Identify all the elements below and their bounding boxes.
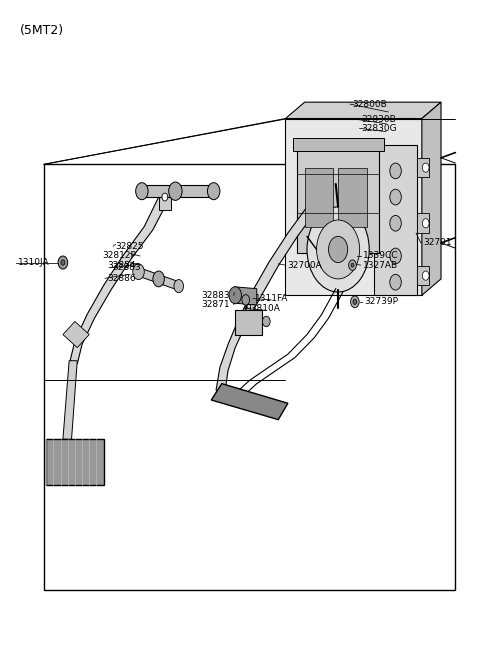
Circle shape [317, 220, 360, 279]
Text: 32854: 32854 [107, 260, 136, 270]
Text: 32830G: 32830G [361, 124, 397, 133]
Text: 32883: 32883 [113, 263, 141, 272]
Text: 32886: 32886 [107, 274, 135, 283]
Circle shape [390, 189, 401, 205]
Polygon shape [422, 102, 441, 295]
Polygon shape [211, 384, 288, 420]
Circle shape [229, 287, 241, 304]
Polygon shape [234, 287, 257, 305]
Text: (5MT2): (5MT2) [20, 24, 64, 37]
Circle shape [390, 274, 401, 290]
Polygon shape [46, 440, 104, 485]
Bar [298, 142, 379, 253]
Circle shape [58, 256, 68, 269]
Polygon shape [158, 187, 170, 210]
Polygon shape [140, 185, 216, 197]
Text: 32871: 32871 [201, 300, 229, 309]
Polygon shape [63, 321, 89, 348]
Circle shape [242, 295, 250, 305]
Bar [293, 138, 384, 152]
Polygon shape [286, 119, 422, 295]
Circle shape [353, 299, 357, 304]
Text: 1339CC: 1339CC [362, 251, 398, 260]
Circle shape [390, 215, 401, 231]
Circle shape [422, 218, 429, 228]
Circle shape [351, 263, 354, 267]
Text: 32739P: 32739P [364, 297, 398, 306]
Circle shape [390, 248, 401, 264]
Text: 32825: 32825 [115, 241, 144, 251]
Text: 1327AB: 1327AB [362, 260, 397, 270]
Circle shape [133, 264, 144, 279]
Bar [338, 168, 367, 226]
Circle shape [153, 271, 164, 287]
Circle shape [348, 260, 356, 270]
Circle shape [174, 279, 183, 293]
Text: 32791: 32791 [423, 238, 452, 247]
Text: 32800B: 32800B [352, 100, 387, 109]
Bar [417, 266, 429, 285]
Bar [44, 165, 456, 590]
Circle shape [307, 207, 369, 292]
Polygon shape [137, 268, 180, 290]
Polygon shape [286, 102, 441, 119]
Polygon shape [70, 197, 168, 364]
Circle shape [168, 182, 182, 200]
Text: 32700A: 32700A [288, 260, 322, 270]
Circle shape [390, 163, 401, 178]
Circle shape [328, 236, 348, 262]
Circle shape [162, 193, 168, 201]
Text: 1311FA: 1311FA [255, 294, 288, 303]
Text: 1310JA: 1310JA [18, 258, 49, 267]
Text: 32830B: 32830B [361, 115, 396, 125]
Polygon shape [63, 361, 77, 440]
Bar [417, 213, 429, 233]
Bar [235, 310, 262, 335]
Polygon shape [216, 207, 317, 394]
Circle shape [422, 271, 429, 280]
Bar [417, 158, 429, 177]
Text: 32883: 32883 [201, 291, 229, 300]
Bar [305, 168, 333, 226]
Circle shape [263, 316, 270, 327]
Circle shape [350, 296, 359, 308]
Text: 93810A: 93810A [246, 304, 281, 313]
Polygon shape [374, 145, 417, 295]
Circle shape [61, 260, 65, 265]
Text: 32812P: 32812P [102, 251, 136, 260]
Circle shape [136, 182, 148, 199]
Circle shape [422, 163, 429, 173]
Circle shape [207, 182, 220, 199]
